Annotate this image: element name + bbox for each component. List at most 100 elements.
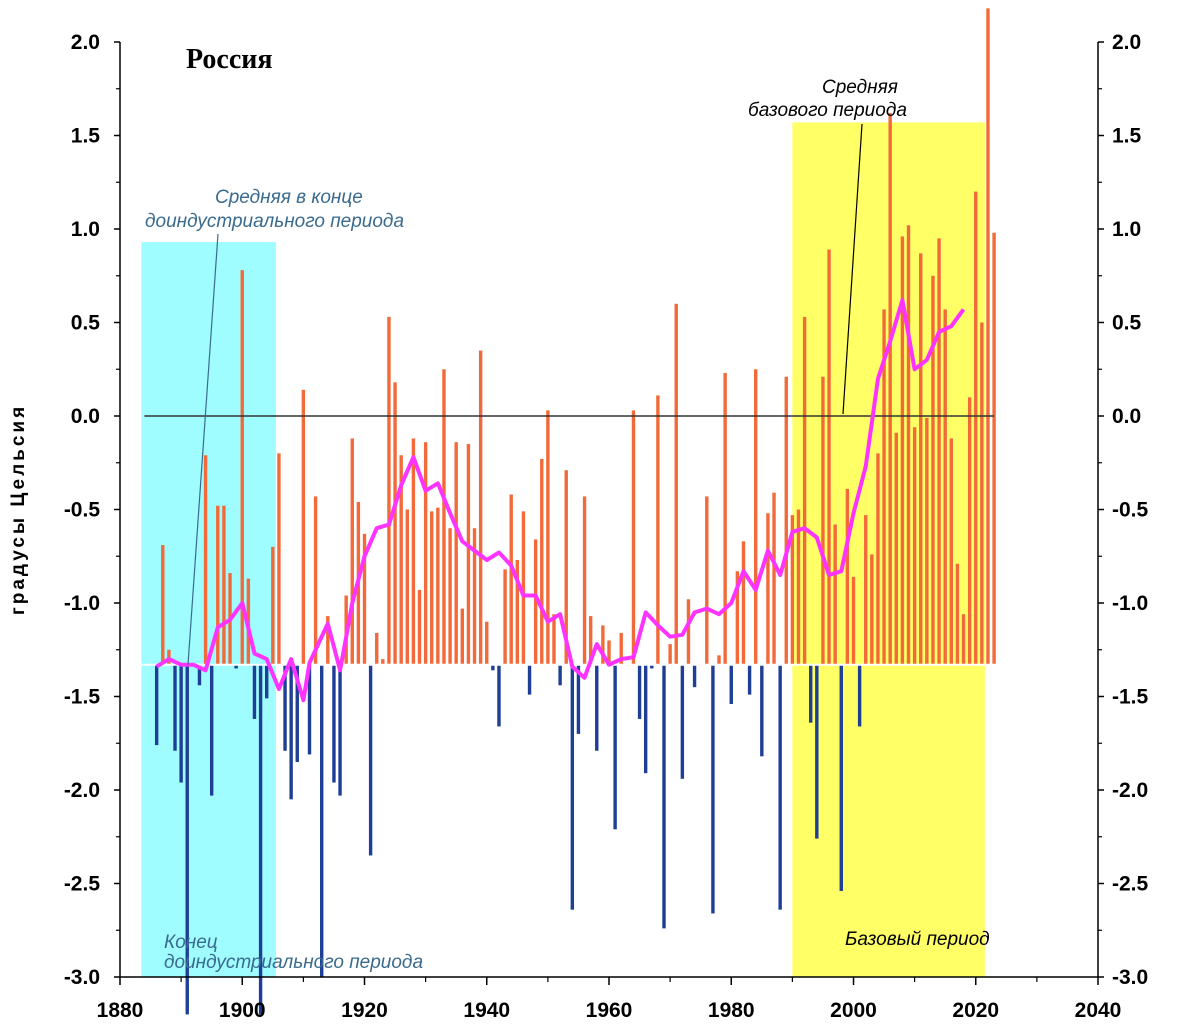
bar-1949: [540, 459, 544, 665]
bar-1895: [209, 664, 214, 796]
bar-1961: [613, 664, 617, 830]
bar-1960: [607, 640, 611, 665]
bar-1981: [735, 571, 740, 665]
bar-1943: [503, 569, 507, 665]
bar-1906: [277, 453, 281, 665]
bar-1996: [827, 249, 831, 665]
bar-2007: [894, 432, 898, 665]
bar-1922: [375, 632, 379, 665]
bar-1977: [711, 664, 715, 914]
bar-1987: [772, 492, 776, 665]
bar-1909: [295, 664, 299, 762]
bar-1914: [326, 616, 330, 665]
base-period-label: Базовый период: [845, 929, 990, 950]
bar-1962: [619, 632, 623, 665]
bar-1990: [790, 515, 795, 665]
bar-1897: [222, 505, 226, 665]
preindustrial-mean-pointer: [187, 233, 219, 665]
bar-1931: [430, 511, 434, 665]
bar-1994: [815, 664, 819, 839]
bar-1945: [515, 559, 520, 665]
bar-1986: [766, 513, 770, 665]
preindustrial-region-label: доиндустриального периода: [164, 952, 423, 973]
bar-1948: [533, 539, 538, 665]
bar-2016: [949, 438, 953, 665]
bar-2005: [882, 309, 886, 665]
bar-2010: [912, 427, 917, 665]
x-tick-label: 2000: [830, 999, 877, 1022]
bar-1932: [436, 507, 440, 665]
bar-1964: [631, 410, 636, 665]
bar-1938: [472, 528, 477, 665]
bar-1916: [338, 664, 342, 796]
bar-1952: [558, 664, 562, 686]
x-tick-label: 1880: [97, 999, 144, 1022]
bar-2002: [864, 515, 868, 665]
bar-2022: [986, 8, 990, 665]
bar-2012: [925, 417, 929, 665]
bar-1972: [680, 664, 685, 779]
bar-1956: [582, 496, 587, 665]
bar-1924: [387, 316, 391, 665]
y-tick-label-left: -0.5: [64, 499, 101, 522]
preindustrial-region-label: Конец: [164, 932, 218, 953]
y-tick-label-left: -1.5: [64, 686, 101, 709]
chart-labels: 2.0 2.0 1.5 1.5 1.0 1.0 0.5 0.5 0.0 0.0 -0.5 -0.5 -1…: [8, 31, 1149, 1022]
bar-1953: [564, 470, 568, 665]
bar-2023: [992, 232, 996, 665]
y-tick-label-left: -2.0: [64, 779, 100, 802]
y-tick-label-right: -2.0: [1112, 779, 1148, 802]
bar-1904: [265, 664, 269, 699]
bar-2009: [906, 225, 911, 665]
bar-1985: [760, 664, 764, 757]
x-tick-label: 1920: [341, 999, 388, 1022]
bar-2003: [870, 554, 874, 665]
bar-1982: [741, 541, 746, 665]
bar-1936: [460, 608, 464, 665]
bar-2000: [851, 576, 856, 665]
bar-2019: [967, 397, 972, 665]
bar-1907: [283, 664, 287, 751]
bar-1959: [601, 625, 605, 665]
bar-1998: [839, 664, 843, 891]
y-tick-label-right: 0.0: [1112, 405, 1141, 428]
bar-1893: [197, 664, 202, 686]
preindustrial-mean-annotation: Средняя в конце: [215, 187, 363, 208]
bar-2020: [974, 191, 978, 665]
y-tick-label-right: -1.5: [1112, 686, 1149, 709]
bar-2011: [919, 253, 923, 665]
y-tick-label-right: 0.5: [1112, 312, 1142, 335]
bar-1950: [546, 410, 550, 665]
y-tick-label-left: 0.5: [71, 312, 101, 335]
y-axis-label: градусы Цельсия: [8, 404, 29, 615]
y-tick-label-right: -1.0: [1112, 592, 1148, 615]
bar-1970: [668, 644, 672, 665]
bar-2018: [961, 614, 966, 665]
bar-1983: [747, 664, 752, 695]
bar-1957: [588, 616, 593, 665]
bar-1989: [784, 376, 788, 665]
bar-1968: [656, 395, 660, 665]
bar-1979: [723, 372, 727, 665]
bar-1971: [674, 303, 678, 665]
bar-1903: [258, 664, 263, 1015]
bar-1933: [442, 369, 446, 665]
bar-1913: [320, 664, 324, 977]
chart-title: Россия: [186, 44, 273, 75]
base-mean-annotation: базового периода: [748, 100, 907, 121]
bar-1935: [454, 442, 458, 665]
x-tick-label: 1900: [219, 999, 266, 1022]
bar-1900: [240, 270, 244, 665]
bar-1942: [497, 664, 501, 727]
bar-1890: [179, 664, 183, 783]
bar-1902: [252, 664, 257, 719]
x-tick-label: 1940: [463, 999, 510, 1022]
bar-1969: [662, 664, 666, 929]
reference-lines: [141, 415, 998, 666]
bar-1921: [368, 664, 373, 856]
bar-1966: [643, 664, 648, 774]
bar-1965: [637, 664, 642, 719]
bar-1926: [399, 455, 403, 665]
bar-1958: [595, 664, 599, 751]
bar-1944: [509, 494, 513, 665]
